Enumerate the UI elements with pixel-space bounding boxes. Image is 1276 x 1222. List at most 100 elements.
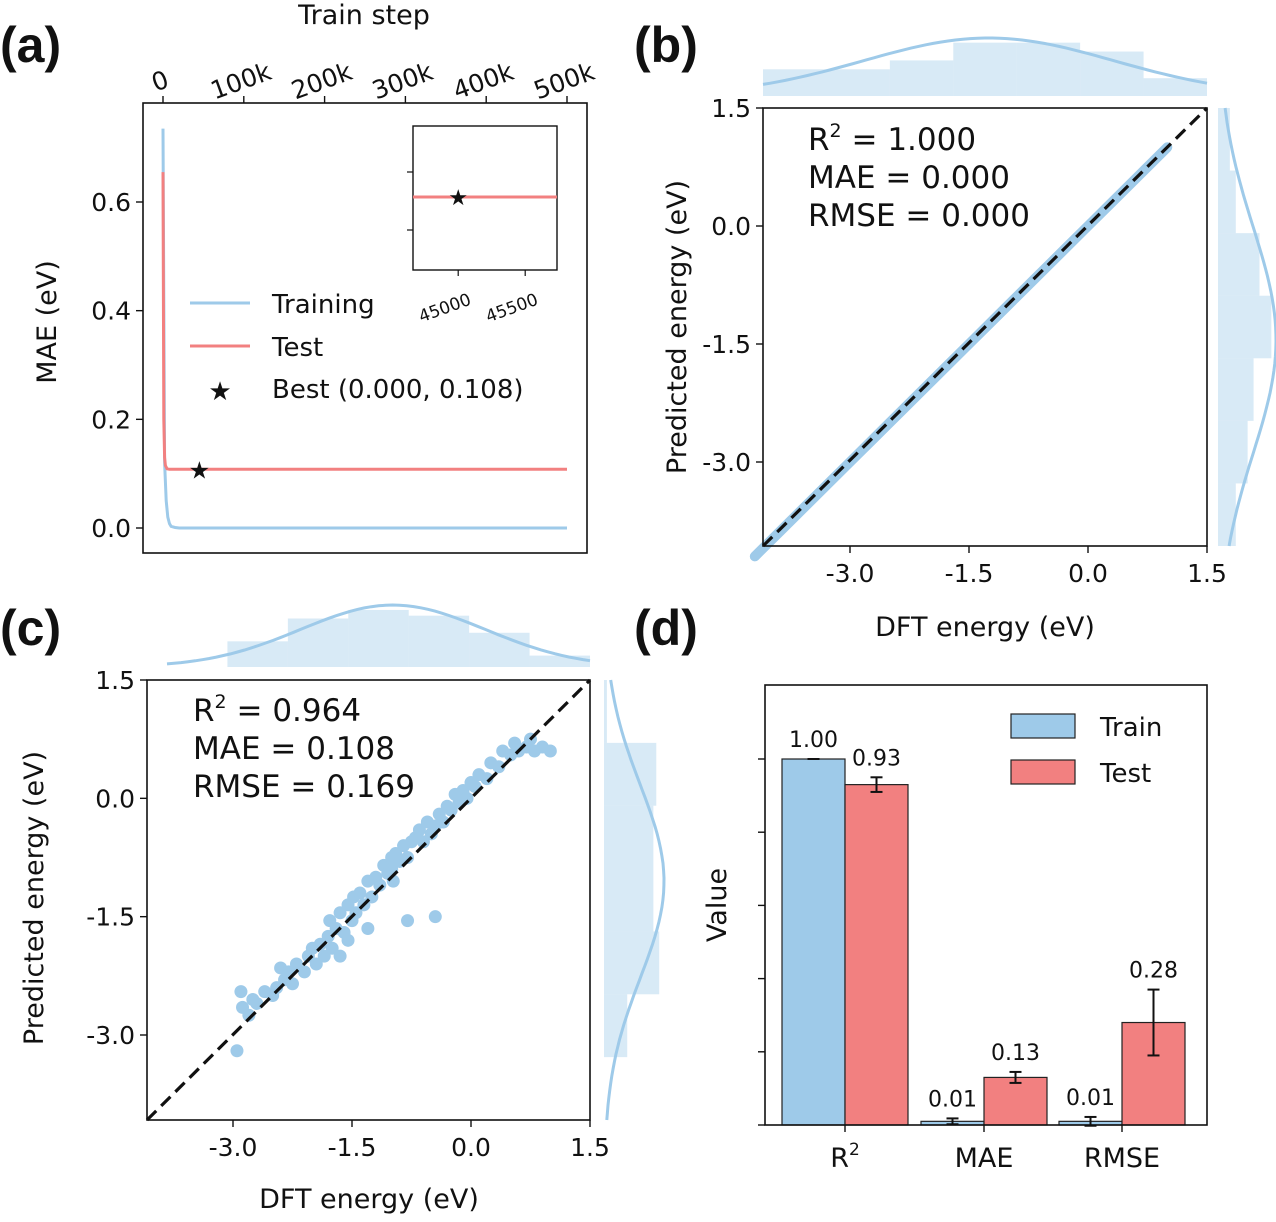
y-tick-label: 0.2	[91, 405, 131, 434]
panel-b-right-hist-bar	[1218, 295, 1272, 359]
panel-c-top-hist-bar	[408, 615, 470, 667]
bar-test-r2	[844, 784, 909, 1126]
bar-test-mae	[983, 1076, 1048, 1126]
panel-c-right-hist-bar	[604, 931, 660, 995]
y-tick-label: 1.5	[95, 666, 135, 695]
panel-a-tag: (a)	[0, 17, 61, 73]
x-category-label-mae: MAE	[955, 1143, 1014, 1174]
x-tick-label: -1.5	[945, 559, 994, 588]
data-point	[401, 914, 415, 928]
data-point	[230, 1044, 244, 1058]
panel-b-right-hist-bar	[1218, 233, 1260, 296]
data-point	[492, 760, 506, 774]
data-point	[333, 906, 347, 920]
panel-a-line-chart: Train step MAE (eV) ★ 0.0 0.2 0.4 0.6 0 100k 20…	[32, 0, 599, 554]
panel-a-frame	[142, 102, 588, 554]
legend-train-label: Train	[1099, 713, 1162, 743]
panel-b-right-hist-bar	[1218, 170, 1236, 234]
data-point	[416, 835, 430, 849]
panel-c-ylabel: Predicted energy (eV)	[19, 751, 50, 1045]
data-point	[460, 791, 474, 805]
data-point	[317, 949, 331, 963]
panel-b-top-hist-bar	[826, 69, 890, 96]
panel-c-frame	[146, 679, 591, 1121]
inset-best-star-icon: ★	[448, 186, 468, 211]
panel-b-top-distribution	[762, 36, 1208, 96]
panel-d-frame	[764, 684, 1208, 1126]
panel-c-parity-plot: -3.0-3.0-1.5-1.50.00.01.51.5 R2 = 0.964 …	[19, 603, 666, 1215]
parity-diagonal-line	[761, 106, 1209, 548]
data-point	[309, 957, 323, 971]
panel-b-top-hist-bar	[1080, 51, 1144, 96]
inset-x-tick-label: 45000	[416, 290, 474, 327]
panel-b-right-hist-bar	[1218, 358, 1254, 421]
legend-best-label: Best (0.000, 0.108)	[272, 375, 524, 405]
panel-b-ylabel: Predicted energy (eV)	[662, 180, 693, 474]
legend-test-label: Test	[1099, 759, 1151, 789]
legend-train-swatch	[1010, 713, 1076, 739]
y-tick-label: -1.5	[702, 330, 751, 359]
panel-a-legend: Training Test ★ Best (0.000, 0.108)	[190, 290, 524, 407]
data-point	[401, 851, 415, 864]
y-tick-label: 0.0	[95, 784, 135, 813]
legend-training-label: Training	[271, 290, 375, 320]
data-point	[313, 937, 327, 951]
data-point	[289, 957, 303, 971]
panel-a-ylabel: MAE (eV)	[32, 260, 63, 384]
best-point-star-icon: ★	[189, 456, 211, 484]
series-training-line	[161, 128, 567, 530]
x-tick-label: 1.5	[1187, 559, 1227, 588]
panel-c-rmse: RMSE = 0.169	[193, 769, 415, 805]
panel-b-r2: R2 = 1.000	[808, 120, 976, 158]
bar-value-label: 0.28	[1129, 959, 1178, 984]
y-tick-label: -3.0	[702, 448, 751, 477]
bar-train-r2	[781, 758, 846, 1126]
panel-b-right-distribution	[1218, 107, 1276, 547]
panel-c-top-distribution	[166, 603, 591, 667]
y-tick-label: -3.0	[86, 1021, 135, 1050]
x-tick-label: 0	[148, 65, 173, 98]
data-point	[361, 922, 375, 935]
x-category-label-r2: R2	[830, 1140, 860, 1174]
x-tick-label: 0.0	[451, 1133, 491, 1162]
panel-c-right-hist-bar	[604, 868, 654, 932]
panel-c-right-hist-bar	[604, 805, 654, 869]
panel-b-right-hist-bar	[1218, 108, 1230, 171]
data-point	[321, 929, 335, 943]
y-tick-label: 0.4	[91, 297, 131, 326]
panel-b-frame	[762, 107, 1208, 547]
data-point	[242, 1008, 256, 1022]
data-point	[428, 910, 442, 924]
panel-b-parity-plot: -3.0-3.0-1.5-1.50.00.01.51.5 R2 = 1.000 …	[662, 36, 1276, 643]
inset-x-tick-label: 45500	[483, 290, 541, 327]
panel-b-top-kde-curve	[762, 36, 1208, 86]
panel-a-top-xlabel: Train step	[297, 0, 430, 31]
panel-c-top-hist-bar	[348, 609, 409, 667]
panel-d-plot-area: 1.00 0.01 0.01 0.93 0.13 0.28 R2 MAE RMSE	[758, 728, 1186, 1174]
data-point	[270, 981, 284, 995]
panel-c-right-hist-bar	[604, 994, 628, 1058]
panel-c-mae: MAE = 0.108	[193, 731, 395, 767]
bar-value-label: 1.00	[789, 728, 838, 753]
x-tick-label: 400k	[449, 57, 518, 106]
x-tick-label: 0.0	[1068, 559, 1108, 588]
panel-d-tag: (d)	[634, 600, 698, 656]
x-tick-label: -1.5	[328, 1133, 377, 1162]
x-tick-label: 200k	[288, 57, 357, 106]
bar-value-label: 0.01	[928, 1087, 977, 1112]
panel-b-top-hist-bar	[1143, 78, 1207, 96]
panel-b-tag: (b)	[634, 17, 698, 73]
data-point	[353, 886, 367, 900]
bar-value-label: 0.93	[852, 746, 901, 771]
data-point	[444, 803, 458, 817]
data-point	[278, 973, 292, 987]
x-tick-label: 100k	[207, 57, 276, 106]
panel-b-right-hist-bar	[1218, 483, 1236, 546]
panel-b-plot-area: -3.0 -3.0 -1.5 -1.5 0.0 0.0 1.5 1.5	[702, 94, 1227, 588]
data-point	[480, 772, 494, 786]
data-point	[333, 949, 347, 963]
data-point	[325, 941, 339, 955]
panel-d-ylabel: Value	[702, 868, 733, 942]
x-tick-label: -3.0	[209, 1133, 258, 1162]
data-point	[341, 933, 355, 947]
